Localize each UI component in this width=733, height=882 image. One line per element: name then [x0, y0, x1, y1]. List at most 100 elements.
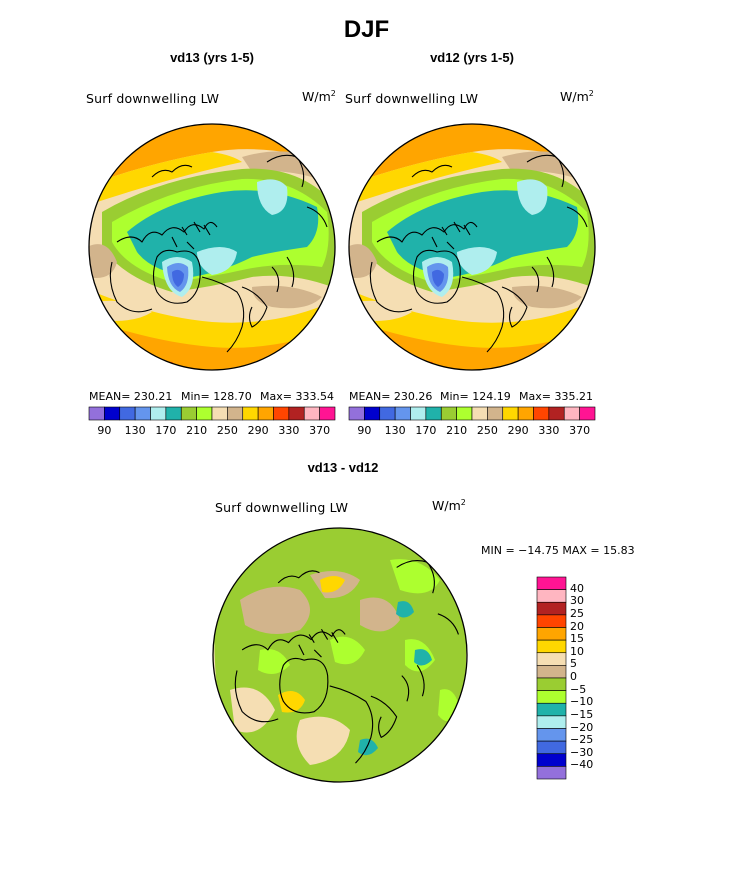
diff-colorbar-tick-label: 5 [570, 657, 577, 671]
right-colorbar-tick-label: 90 [357, 424, 372, 437]
right-colorbar-box [348, 406, 365, 421]
left-colorbar-box [88, 406, 105, 421]
diff-colorbar-tick-label: −40 [570, 758, 594, 772]
left-colorbar-tick-label: 330 [278, 424, 300, 437]
right-colorbar-box [425, 406, 442, 421]
diff-colorbar-box [536, 728, 567, 742]
diff-polar-map [212, 527, 468, 783]
left-colorbar-box [211, 406, 228, 421]
diff-colorbar-box [536, 766, 567, 780]
right-variable-label: Surf downwelling LW [345, 91, 479, 106]
left-colorbar-box [257, 406, 274, 421]
right-mean-stat: MEAN= 230.26 [349, 390, 433, 403]
left-units-exp: 2 [330, 89, 336, 98]
diff-panel-title: vd13 - vd12 [307, 460, 379, 475]
right-colorbar-box [517, 406, 534, 421]
diff-colorbar-tick-label: 10 [570, 644, 584, 658]
right-polar-map [348, 123, 596, 371]
diff-colorbar-box [536, 639, 567, 654]
right-colorbar-tick-label: 370 [569, 424, 591, 437]
left-colorbar [88, 406, 336, 421]
left-colorbar-box [227, 406, 244, 421]
right-panel-title: vd12 (yrs 1-5) [430, 50, 514, 65]
right-colorbar-tick-label: 130 [384, 424, 406, 437]
left-colorbar-tick-label: 90 [97, 424, 112, 437]
main-title: DJF [343, 16, 390, 43]
diff-units-exp: 2 [460, 498, 466, 507]
diff-colorbar-tick-label: −5 [570, 682, 587, 696]
left-colorbar-box [242, 406, 259, 421]
diff-colorbar-box [536, 614, 567, 628]
diff-colorbar-tick-label: −20 [570, 720, 594, 734]
left-colorbar-tick-label: 370 [309, 424, 331, 437]
diff-colorbar-box [536, 740, 567, 755]
left-colorbar-box [119, 406, 136, 421]
diff-colorbar-tick-label: 40 [570, 581, 584, 595]
left-colorbar-box [288, 406, 305, 421]
left-units-label: W/m2 [302, 89, 336, 104]
right-colorbar-box [471, 406, 488, 421]
right-units-base: W/m [560, 89, 589, 105]
diff-colorbar-box [536, 715, 567, 729]
left-units-base: W/m [302, 89, 331, 105]
diff-colorbar-tick-label: −25 [570, 733, 594, 747]
diff-colorbar-box [536, 652, 567, 666]
right-colorbar-box [563, 406, 580, 421]
diff-colorbar-box [536, 753, 567, 767]
diff-colorbar-tick-label: 30 [570, 594, 584, 608]
left-polar-map [88, 123, 336, 371]
diff-colorbar-tick-label: −10 [570, 695, 594, 709]
left-variable-label: Surf downwelling LW [86, 91, 220, 106]
diff-colorbar-box [536, 702, 567, 717]
left-mean-stat: MEAN= 230.21 [89, 390, 173, 403]
diff-colorbar-box [536, 627, 567, 641]
diff-colorbar-box [536, 677, 567, 691]
diff-colorbar-tick-label: 15 [570, 632, 584, 646]
diff-colorbar-box [536, 665, 567, 679]
diff-minmax-stat: MIN = −14.75 MAX = 15.83 [481, 544, 635, 557]
right-min-stat: Min= 124.19 [440, 390, 511, 403]
right-colorbar-tick-label: 170 [415, 424, 437, 437]
left-colorbar-box [319, 406, 336, 421]
right-colorbar-box [440, 406, 457, 421]
right-colorbar-box [502, 406, 519, 421]
diff-colorbar-tick-label: −15 [570, 707, 594, 721]
left-colorbar-tick-label: 170 [155, 424, 177, 437]
left-colorbar-box [303, 406, 320, 421]
left-colorbar-box [180, 406, 197, 421]
right-colorbar-tick-label: 290 [507, 424, 529, 437]
right-colorbar-box [379, 406, 396, 421]
diff-colorbar-box [536, 690, 567, 704]
diff-colorbar-box [536, 576, 567, 590]
right-colorbar-tick-label: 250 [476, 424, 498, 437]
right-colorbar-box [579, 406, 596, 421]
left-panel-title: vd13 (yrs 1-5) [170, 50, 254, 65]
right-colorbar-box [533, 406, 550, 421]
diff-colorbar-tick-label: 20 [570, 619, 584, 633]
left-colorbar-box [273, 406, 290, 421]
diff-colorbar-tick-label: 0 [570, 670, 577, 683]
right-max-stat: Max= 335.21 [519, 390, 593, 403]
right-colorbar-box [364, 406, 381, 421]
right-colorbar-box [487, 406, 504, 421]
left-colorbar-tick-label: 210 [186, 424, 208, 437]
left-min-stat: Min= 128.70 [181, 390, 252, 403]
right-units-exp: 2 [588, 89, 594, 98]
left-colorbar-box [165, 406, 182, 421]
right-colorbar-box [456, 406, 473, 421]
diff-colorbar-box [536, 601, 567, 616]
left-colorbar-tick-label: 290 [247, 424, 269, 437]
right-colorbar-box [548, 406, 565, 421]
right-colorbar-tick-label: 210 [446, 424, 468, 437]
diff-colorbar-box [536, 589, 567, 603]
left-colorbar-box [134, 406, 151, 421]
right-colorbar [348, 406, 596, 421]
right-units-label: W/m2 [560, 89, 594, 104]
diff-units-base: W/m [432, 498, 461, 514]
left-colorbar-tick-label: 250 [216, 424, 238, 437]
diff-units-label: W/m2 [432, 498, 466, 513]
left-colorbar-box [196, 406, 213, 421]
right-colorbar-tick-label: 330 [538, 424, 560, 437]
left-max-stat: Max= 333.54 [260, 390, 334, 403]
